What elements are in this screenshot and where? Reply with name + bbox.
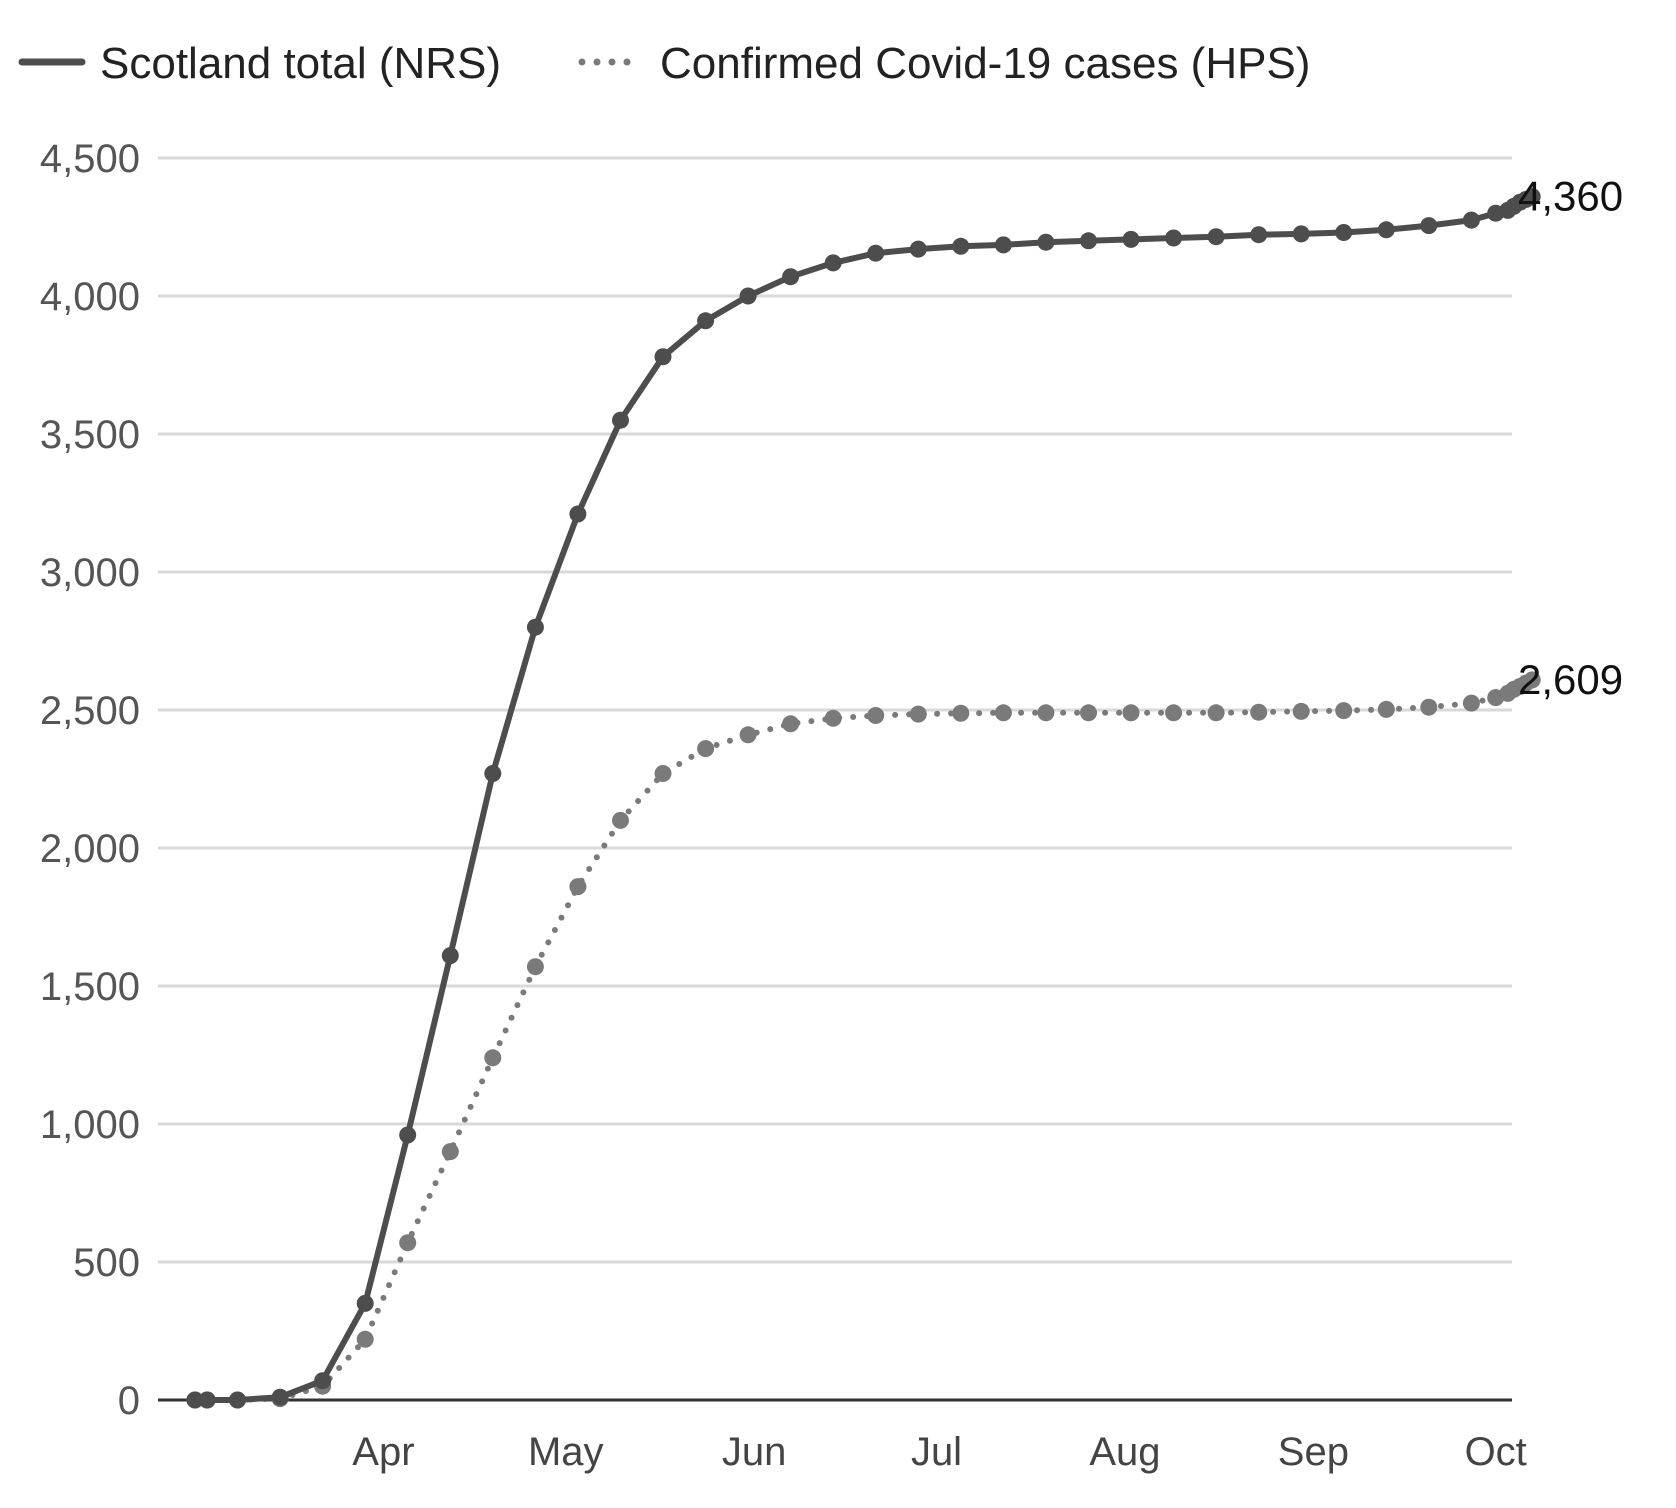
- data-point: [654, 765, 672, 782]
- data-point: [824, 254, 842, 272]
- x-tick-label: Aug: [1089, 1430, 1160, 1474]
- data-point: [526, 618, 544, 636]
- legend-label-confirmed-cases: Confirmed Covid-19 cases (HPS): [660, 39, 1310, 88]
- y-tick-label: 3,000: [40, 551, 140, 595]
- data-point: [484, 1049, 502, 1067]
- data-point: [782, 715, 800, 733]
- data-point: [867, 244, 885, 262]
- legend-label-scotland-total: Scotland total (NRS): [100, 39, 501, 88]
- data-point: [1292, 225, 1310, 243]
- data-point: [952, 704, 970, 722]
- data-point: [782, 268, 800, 286]
- y-tick-label: 2,000: [40, 827, 140, 871]
- y-tick-label: 500: [73, 1241, 140, 1285]
- data-point: [526, 958, 544, 976]
- data-point: [229, 1391, 246, 1409]
- data-point: [1165, 704, 1183, 722]
- x-tick-label: Jun: [722, 1430, 787, 1474]
- data-point: [739, 726, 757, 744]
- data-point: [271, 1388, 289, 1406]
- data-point: [399, 1126, 417, 1144]
- data-point: [1080, 232, 1097, 250]
- data-point: [399, 1234, 417, 1252]
- data-point: [356, 1294, 374, 1312]
- end-value-label: 2,609: [1518, 656, 1623, 703]
- data-point: [1080, 704, 1097, 722]
- y-tick-label: 4,000: [40, 275, 140, 319]
- series-lines: [186, 188, 1541, 1409]
- data-point: [484, 765, 502, 782]
- end-value-label: 4,360: [1518, 173, 1623, 220]
- data-point: [1037, 704, 1055, 722]
- data-point: [909, 705, 927, 723]
- data-point: [1335, 224, 1353, 241]
- x-tick-label: Apr: [352, 1430, 414, 1474]
- data-point: [1523, 671, 1541, 689]
- data-point: [1420, 217, 1438, 235]
- series-line: [192, 676, 1536, 1403]
- y-tick-label: 3,500: [40, 413, 140, 457]
- data-point: [994, 236, 1012, 254]
- x-tick-label: May: [528, 1430, 604, 1474]
- data-point: [1377, 700, 1395, 718]
- data-point: [1462, 694, 1480, 712]
- series-line: [192, 193, 1536, 1403]
- end-labels: 2,609 4,360: [1518, 173, 1623, 703]
- x-tick-label: Jul: [911, 1430, 962, 1474]
- data-point: [1250, 703, 1268, 721]
- data-point: [909, 240, 927, 258]
- y-tick-label: 0: [118, 1379, 140, 1423]
- data-point: [1335, 702, 1353, 720]
- data-point: [1462, 211, 1480, 229]
- data-point: [569, 878, 587, 896]
- y-axis-ticks: 0 500 1,000 1,500 2,000 2,500 3,000 3,500 4,000 4…: [40, 137, 140, 1423]
- y-tick-label: 2,500: [40, 689, 140, 733]
- data-point: [1523, 188, 1541, 206]
- data-point: [654, 348, 672, 366]
- data-point: [1037, 233, 1055, 251]
- y-tick-label: 4,500: [40, 137, 140, 181]
- data-point: [1250, 226, 1268, 244]
- x-tick-label: Oct: [1465, 1430, 1527, 1474]
- data-point: [697, 312, 715, 330]
- gridlines: [158, 156, 1512, 1402]
- data-point: [198, 1391, 216, 1409]
- legend: Scotland total (NRS) Confirmed Covid-19 …: [18, 39, 1310, 88]
- data-point: [441, 1143, 459, 1161]
- data-point: [186, 1391, 204, 1409]
- data-point: [739, 287, 757, 305]
- data-point: [612, 811, 629, 829]
- data-point: [867, 707, 885, 724]
- data-point: [1207, 228, 1225, 246]
- data-point: [1165, 229, 1183, 247]
- x-axis-ticks: Apr May Jun Jul Aug Sep Oct: [352, 1430, 1527, 1474]
- data-point: [612, 411, 629, 429]
- y-tick-label: 1,500: [40, 965, 140, 1009]
- data-point: [569, 505, 587, 523]
- data-point: [1292, 702, 1310, 720]
- data-point: [1420, 698, 1438, 716]
- data-point: [1377, 221, 1395, 239]
- data-point: [697, 740, 715, 758]
- data-point: [1207, 704, 1225, 722]
- data-point: [994, 704, 1012, 722]
- data-point: [356, 1330, 374, 1348]
- x-tick-label: Sep: [1278, 1430, 1349, 1474]
- data-point: [441, 947, 459, 965]
- data-point: [314, 1372, 332, 1390]
- data-point: [824, 709, 842, 727]
- data-point: [1122, 704, 1140, 722]
- data-point: [952, 237, 970, 255]
- y-tick-label: 1,000: [40, 1103, 140, 1147]
- data-point: [1122, 230, 1140, 248]
